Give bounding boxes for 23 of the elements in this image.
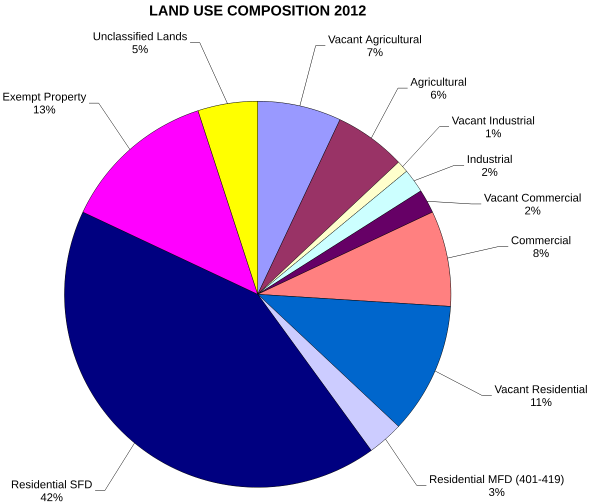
slice-label: Vacant Industrial — [452, 116, 534, 125]
slice-label: Industrial — [468, 154, 512, 164]
slice-label: Exempt Property — [3, 92, 86, 104]
slice-label: Residential MFD (401-419) — [430, 475, 564, 486]
slice-label: Unclassified Lands — [94, 32, 187, 40]
slice-label: Vacant Commercial — [484, 194, 581, 202]
slice-label: Vacant Agricultural — [328, 35, 421, 46]
data-label: 3% — [489, 488, 504, 496]
chart-title: LAND USE COMPOSITION 2012 — [150, 6, 366, 16]
data-label: 6% — [430, 90, 446, 99]
data-label: 5% — [132, 45, 148, 54]
data-label: 7% — [367, 48, 383, 56]
slice-label: Commercial — [512, 236, 570, 244]
slice-label: Vacant Residential — [494, 385, 587, 394]
data-label: 2% — [482, 168, 498, 176]
slice-label: Residential SFD — [12, 480, 92, 489]
data-label: 8% — [533, 249, 549, 258]
data-label: 13% — [34, 106, 56, 114]
slice-label: Agricultural — [410, 78, 466, 88]
data-label: 11% — [531, 398, 552, 406]
data-label: 1% — [486, 130, 502, 138]
data-label: 2% — [525, 206, 540, 215]
data-label: 42% — [40, 493, 63, 502]
